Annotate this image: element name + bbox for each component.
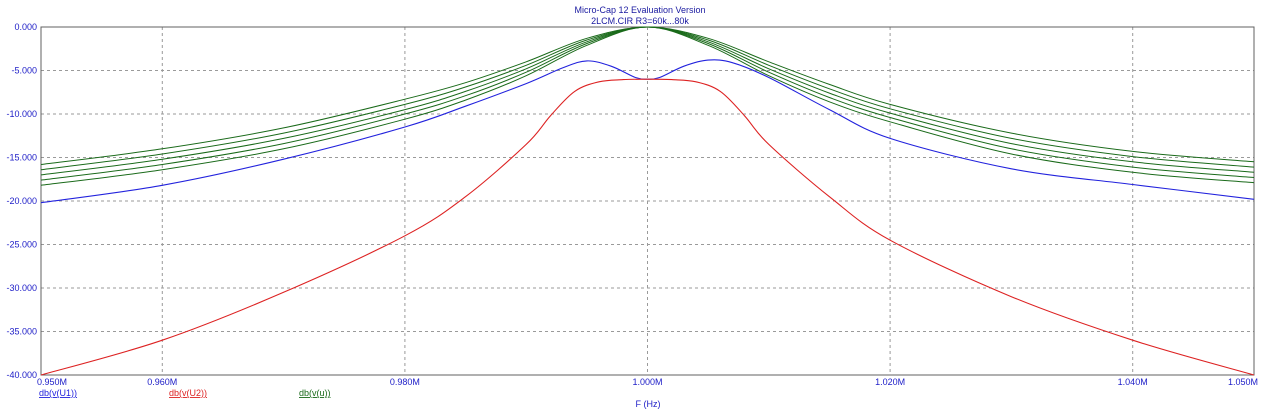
- legend: db(v(U1)) db(v(U2)) db(v(u)): [39, 388, 331, 398]
- legend-entry: db(v(U2)): [169, 388, 207, 398]
- x-tick-label: 1.040M: [1118, 377, 1148, 387]
- x-axis-ticks: 0.950M 0.960M 0.980M 1.000M 1.020M 1.040M 1.05…: [37, 377, 1258, 387]
- grid-lines: [41, 27, 1254, 375]
- chart-title: Micro-Cap 12 Evaluation Version: [574, 5, 705, 15]
- y-tick-label: -40.000: [6, 370, 37, 380]
- legend-entry: db(v(u)): [299, 388, 331, 398]
- x-tick-label: 1.000M: [632, 377, 662, 387]
- series-line-db-v-u-5: [40, 26, 1255, 186]
- y-tick-label: -35.000: [6, 327, 37, 337]
- y-axis-ticks: 0.000 -5.000 -10.000 -15.000 -20.000 -25.000 -…: [6, 22, 37, 380]
- y-tick-label: -25.000: [6, 240, 37, 250]
- x-tick-label: 1.050M: [1228, 377, 1258, 387]
- y-tick-label: 0.000: [14, 22, 37, 32]
- x-tick-label: 0.980M: [390, 377, 420, 387]
- x-axis-label: F (Hz): [636, 399, 661, 409]
- x-tick-label: 0.950M: [37, 377, 67, 387]
- y-tick-label: -15.000: [6, 153, 37, 163]
- y-tick-label: -10.000: [6, 109, 37, 119]
- x-tick-label: 0.960M: [147, 377, 177, 387]
- chart-subtitle: 2LCM.CIR R3=60k...80k: [591, 16, 689, 26]
- series-lines: [40, 26, 1255, 376]
- series-line-db-v-u2: [40, 78, 1255, 376]
- legend-entry: db(v(U1)): [39, 388, 77, 398]
- y-tick-label: -30.000: [6, 283, 37, 293]
- x-tick-label: 1.020M: [875, 377, 905, 387]
- y-tick-label: -5.000: [11, 66, 37, 76]
- y-tick-label: -20.000: [6, 196, 37, 206]
